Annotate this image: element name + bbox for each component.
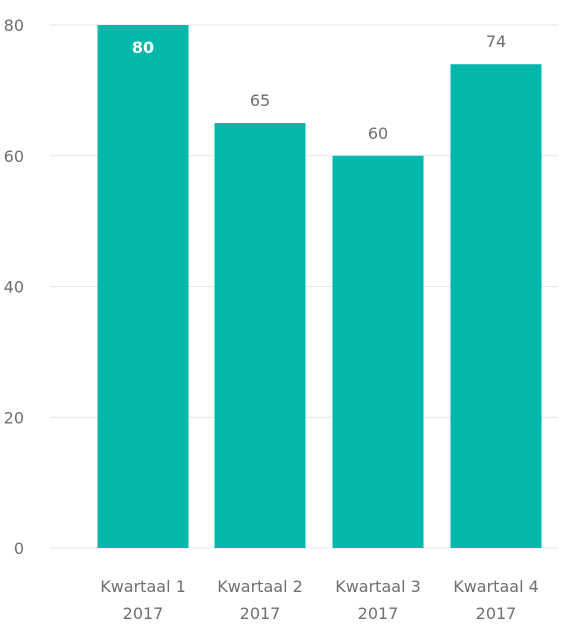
data-label: 60 (368, 124, 388, 143)
data-label: 74 (486, 32, 506, 51)
x-axis: Kwartaal 1 2017 Kwartaal 2 2017 Kwartaal 3 20… (100, 577, 539, 623)
x-tick-label-line: 2017 (476, 604, 517, 623)
y-tick-label: 40 (4, 278, 24, 297)
x-tick-label: Kwartaal 1 2017 (100, 577, 186, 623)
bars (97, 25, 542, 548)
x-tick-label-line: Kwartaal 2 (217, 577, 303, 596)
bar[interactable] (97, 25, 189, 548)
y-tick-label: 80 (4, 16, 24, 35)
bar[interactable] (450, 64, 542, 548)
data-label: 80 (132, 38, 154, 57)
bar[interactable] (214, 123, 306, 548)
x-tick-label: Kwartaal 2 2017 (217, 577, 303, 623)
x-tick-label-line: 2017 (240, 604, 281, 623)
x-tick-label-line: 2017 (123, 604, 164, 623)
x-tick-label: Kwartaal 4 2017 (453, 577, 539, 623)
x-tick-label: Kwartaal 3 2017 (335, 577, 421, 623)
y-tick-label: 60 (4, 147, 24, 166)
x-tick-label-line: Kwartaal 1 (100, 577, 186, 596)
y-tick-label: 0 (14, 539, 24, 558)
data-labels: 80 65 60 74 (132, 32, 506, 143)
y-tick-label: 20 (4, 408, 24, 427)
data-label: 65 (250, 91, 270, 110)
x-tick-label-line: Kwartaal 3 (335, 577, 421, 596)
x-tick-label-line: Kwartaal 4 (453, 577, 539, 596)
bar[interactable] (332, 155, 424, 548)
x-tick-label-line: 2017 (358, 604, 399, 623)
